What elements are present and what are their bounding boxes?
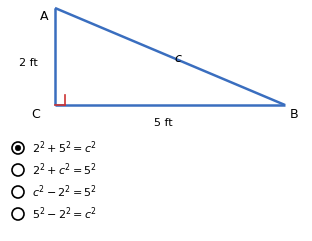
Text: 5 ft: 5 ft xyxy=(154,118,172,128)
Text: $2^2 + 5^2 = c^2$: $2^2 + 5^2 = c^2$ xyxy=(32,140,97,156)
Text: $5^2 - 2^2 = c^2$: $5^2 - 2^2 = c^2$ xyxy=(32,206,97,222)
Circle shape xyxy=(15,145,21,151)
Text: 2 ft: 2 ft xyxy=(19,58,37,68)
Text: A: A xyxy=(40,10,48,23)
Text: C: C xyxy=(32,108,40,121)
Text: $2^2 + c^2 = 5^2$: $2^2 + c^2 = 5^2$ xyxy=(32,162,97,178)
Text: c: c xyxy=(174,52,182,65)
Text: $c^2 - 2^2 = 5^2$: $c^2 - 2^2 = 5^2$ xyxy=(32,184,97,200)
Text: B: B xyxy=(290,108,298,121)
